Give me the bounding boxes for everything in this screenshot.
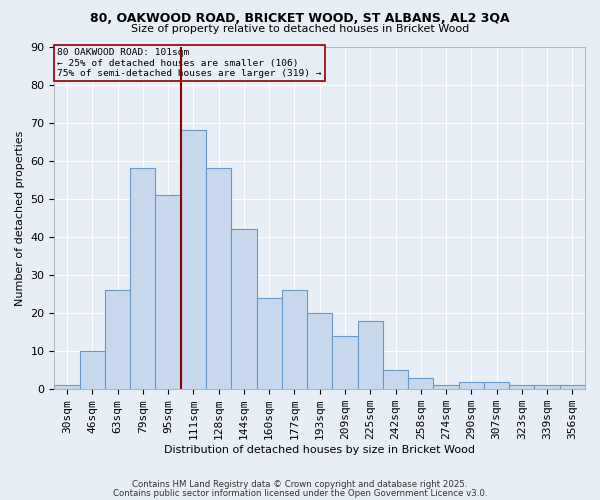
Y-axis label: Number of detached properties: Number of detached properties: [15, 130, 25, 306]
Bar: [155, 195, 181, 389]
Bar: [484, 382, 509, 389]
Bar: [181, 130, 206, 389]
Bar: [80, 351, 105, 389]
Bar: [206, 168, 231, 389]
Bar: [105, 290, 130, 389]
Bar: [535, 386, 560, 389]
Text: 80 OAKWOOD ROAD: 101sqm
← 25% of detached houses are smaller (106)
75% of semi-d: 80 OAKWOOD ROAD: 101sqm ← 25% of detache…: [57, 48, 322, 78]
Bar: [332, 336, 358, 389]
Bar: [408, 378, 433, 389]
X-axis label: Distribution of detached houses by size in Bricket Wood: Distribution of detached houses by size …: [164, 445, 475, 455]
Text: Contains HM Land Registry data © Crown copyright and database right 2025.: Contains HM Land Registry data © Crown c…: [132, 480, 468, 489]
Bar: [509, 386, 535, 389]
Bar: [458, 382, 484, 389]
Text: Contains public sector information licensed under the Open Government Licence v3: Contains public sector information licen…: [113, 489, 487, 498]
Bar: [358, 320, 383, 389]
Text: Size of property relative to detached houses in Bricket Wood: Size of property relative to detached ho…: [131, 24, 469, 34]
Bar: [231, 230, 257, 389]
Text: 80, OAKWOOD ROAD, BRICKET WOOD, ST ALBANS, AL2 3QA: 80, OAKWOOD ROAD, BRICKET WOOD, ST ALBAN…: [90, 12, 510, 26]
Bar: [433, 386, 458, 389]
Bar: [55, 386, 80, 389]
Bar: [383, 370, 408, 389]
Bar: [257, 298, 282, 389]
Bar: [282, 290, 307, 389]
Bar: [560, 386, 585, 389]
Bar: [307, 313, 332, 389]
Bar: [130, 168, 155, 389]
